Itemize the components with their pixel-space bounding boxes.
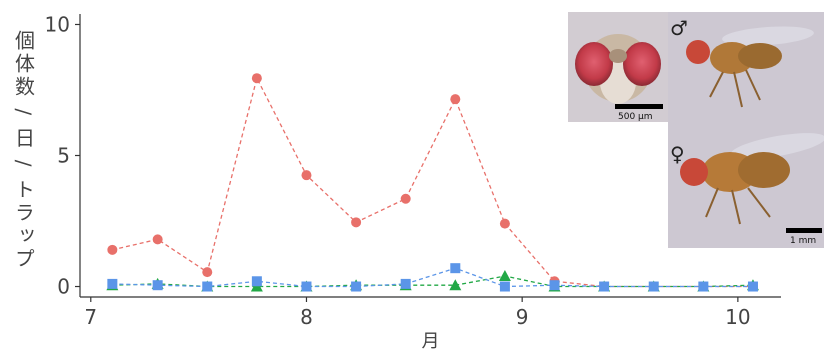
data-point-circle: [107, 244, 118, 255]
fly-body-photo: [668, 12, 824, 248]
female-fly: [680, 133, 824, 225]
x-tick-label: 7: [84, 305, 97, 329]
data-point-square: [251, 276, 262, 287]
data-point-square: [152, 280, 163, 291]
data-point-square: [301, 281, 312, 292]
fly-head-illustration: [568, 12, 668, 122]
x-tick-label: 10: [725, 305, 750, 329]
data-point-square: [450, 263, 461, 274]
data-point-circle: [202, 267, 213, 278]
data-point-square: [400, 278, 411, 289]
data-point-circle: [499, 218, 510, 229]
data-point-triangle: [498, 270, 511, 282]
data-point-circle: [301, 170, 312, 181]
data-point-circle: [251, 73, 262, 84]
data-point-square: [599, 281, 610, 292]
y-axis-label-wrap: 個体数 / 日 / トラップ: [4, 20, 44, 280]
data-point-square: [698, 281, 709, 292]
data-point-square: [747, 281, 758, 292]
x-tick-label: 9: [516, 305, 529, 329]
y-tick-label: 10: [45, 12, 70, 36]
data-point-circle: [450, 94, 461, 105]
body-scale-label: 1 mm: [790, 236, 817, 246]
x-tick-label: 8: [300, 305, 313, 329]
series-line: [112, 267, 753, 288]
data-point-triangle: [449, 279, 462, 291]
body-scale-bar: [786, 228, 822, 233]
data-point-square: [107, 278, 118, 289]
female-symbol: ♀: [670, 142, 685, 166]
data-point-square: [549, 280, 560, 291]
data-point-square: [202, 281, 213, 292]
fly-head-photo: [568, 12, 668, 122]
male-symbol: ♂: [670, 16, 688, 40]
x-axis-label: 月: [422, 331, 440, 351]
data-point-circle: [152, 234, 163, 245]
head-scale-label: 500 µm: [618, 112, 653, 122]
y-axis-label: 個体数 / 日 / トラップ: [11, 29, 36, 271]
y-tick-label: 5: [57, 144, 70, 168]
data-point-square: [499, 281, 510, 292]
data-point-square: [648, 281, 659, 292]
head-scale-bar: [615, 104, 663, 109]
fly-body-illustration: [668, 12, 824, 248]
male-fly: [686, 26, 814, 108]
data-point-circle: [351, 217, 362, 228]
y-tick-label: 0: [57, 275, 70, 299]
data-point-square: [351, 281, 362, 292]
data-point-circle: [400, 193, 411, 204]
